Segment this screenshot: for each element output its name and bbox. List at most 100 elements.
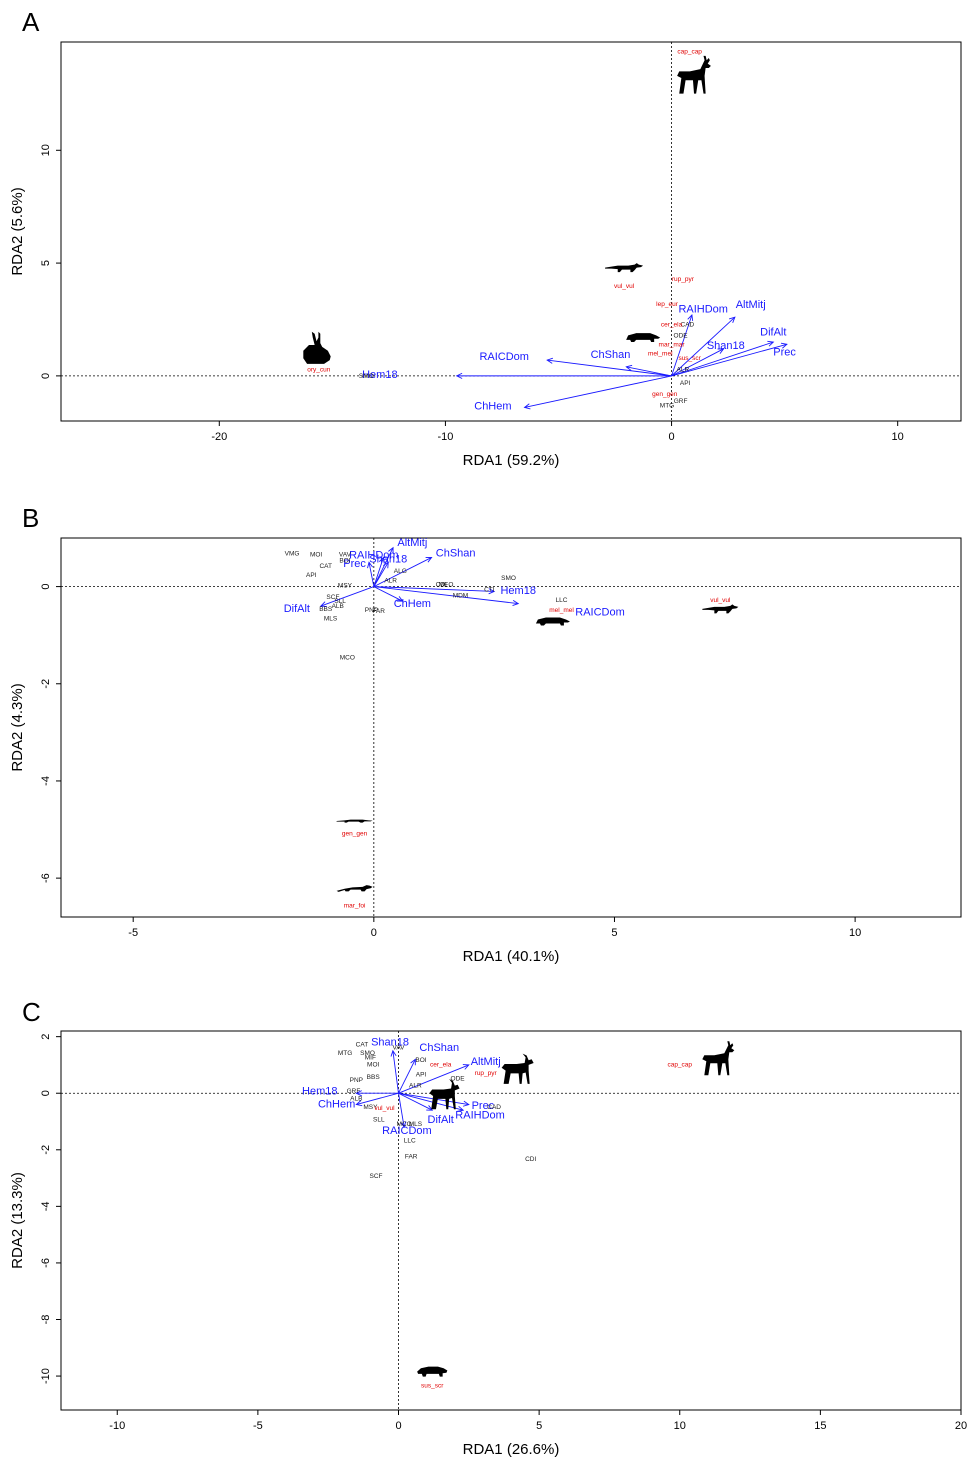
x-tick-label: -5 [128,927,138,939]
badger-icon [626,333,661,343]
site-label: MEO [439,582,454,589]
ibex-icon [429,1079,460,1110]
env-label: Hem18 [302,1086,337,1098]
env-label: AltMitj [736,299,766,311]
species-label: cer_ela [661,321,683,328]
x-tick-label: -20 [211,431,227,443]
env-arrowhead [717,348,725,354]
site-label: SMO [359,373,374,380]
site-label: BBS [367,1074,381,1081]
site-label: GRF [347,1088,361,1095]
ibex-icon [501,1053,534,1084]
species-label: mar_mar [659,342,686,349]
genet-icon [336,819,373,823]
env-arrow [373,557,384,587]
env-label: Shan18 [371,1037,409,1049]
site-label: MTG [338,1050,352,1057]
env-arrow [373,586,403,602]
env-arrow [547,359,672,377]
env-label: Prec [472,1100,495,1112]
site-label: ALB [332,603,344,610]
env-arrowhead [523,403,531,410]
badger-icon [535,617,570,626]
env-label: AltMitj [397,537,427,549]
site-label: PNP [365,607,378,614]
env-label: RAIHDom [678,304,728,316]
x-tick-label: 10 [849,927,861,939]
env-label: Prec [343,558,366,570]
boar-icon [417,1366,448,1377]
x-tick-label: 0 [371,927,377,939]
y-tick-label: -4 [40,776,52,786]
env-arrow [398,1093,405,1128]
env-arrow [671,343,787,377]
site-label: MOI [310,551,322,558]
env-arrow [368,562,375,587]
env-label: RAIHDom [349,549,399,561]
badger-icon [626,333,661,343]
env-label: Hem18 [500,585,535,597]
y-axis-label: RDA2 (4.3%) [9,683,26,771]
env-arrowhead [729,316,736,323]
env-arrowhead [410,1058,416,1066]
env-arrow [373,562,389,587]
env-arrow [373,547,394,587]
env-label: ChShan [436,547,476,559]
env-arrowhead [462,1064,470,1070]
env-label: RAIHDom [455,1110,505,1122]
env-label: Shan18 [369,553,407,565]
panel-c: C -10 -5 0 5 10 15 20 -10 -8 -6 -4 -2 0 2 RDA1 (26.6%) R… [9,997,967,1458]
y-tick-label: 2 [40,1034,52,1040]
env-label: ChShan [419,1042,459,1054]
site-label: API [416,1071,427,1078]
env-arrowhead [455,372,463,379]
site-label: LLC [404,1138,416,1145]
env-arrow [356,1092,399,1105]
site-label: API [306,572,317,579]
x-tick-label: -10 [109,1420,125,1432]
ibex-icon [501,1053,534,1084]
env-arrow [671,348,724,377]
x-tick-label: 15 [814,1420,826,1432]
x-axis-label: RDA1 (40.1%) [463,948,560,965]
species-label: cap_cap [667,1061,692,1068]
site-label: SLL [334,598,346,605]
species-label: cap_cap [677,48,702,55]
site-label: CDI [436,582,447,589]
env-arrow [373,557,432,587]
site-label: CAT [356,1042,369,1049]
plot-frame [60,41,962,422]
species-label: mar_foi [344,902,366,909]
site-label: SCF [370,1173,383,1180]
env-arrowhead [378,556,385,564]
site-label: MCO [397,1121,412,1128]
site-label: MLS [324,616,338,623]
species-label: gen_gen [652,391,678,398]
site-label: SMO [501,575,516,582]
species-label: vul_vul [374,1105,395,1112]
site-label: BBS [319,606,333,613]
x-tick-label: 10 [892,431,904,443]
site-label: FAR [372,608,385,615]
y-axis-label: RDA2 (13.3%) [9,1172,26,1269]
deer-icon [702,1041,735,1076]
panel-letter: A [22,7,40,37]
x-tick-label: -10 [437,431,453,443]
env-label: RAICDom [575,607,625,619]
env-arrowhead [426,1105,434,1111]
env-arrowhead [425,556,433,563]
fox-icon [702,604,739,614]
env-arrow [398,1064,469,1094]
species-label: sus_scr [421,1382,444,1389]
site-label: ALR [677,366,690,373]
y-tick-label: -6 [40,1258,52,1268]
species-label: mel_mel [648,351,673,358]
site-label: GRF [674,398,688,405]
site-label: MIF [365,1054,376,1061]
y-tick-label: 10 [40,144,52,156]
plot-frame [60,1030,962,1411]
fox-icon [702,604,739,614]
x-axis-label: RDA1 (59.2%) [463,452,560,469]
site-label: API [680,380,691,387]
